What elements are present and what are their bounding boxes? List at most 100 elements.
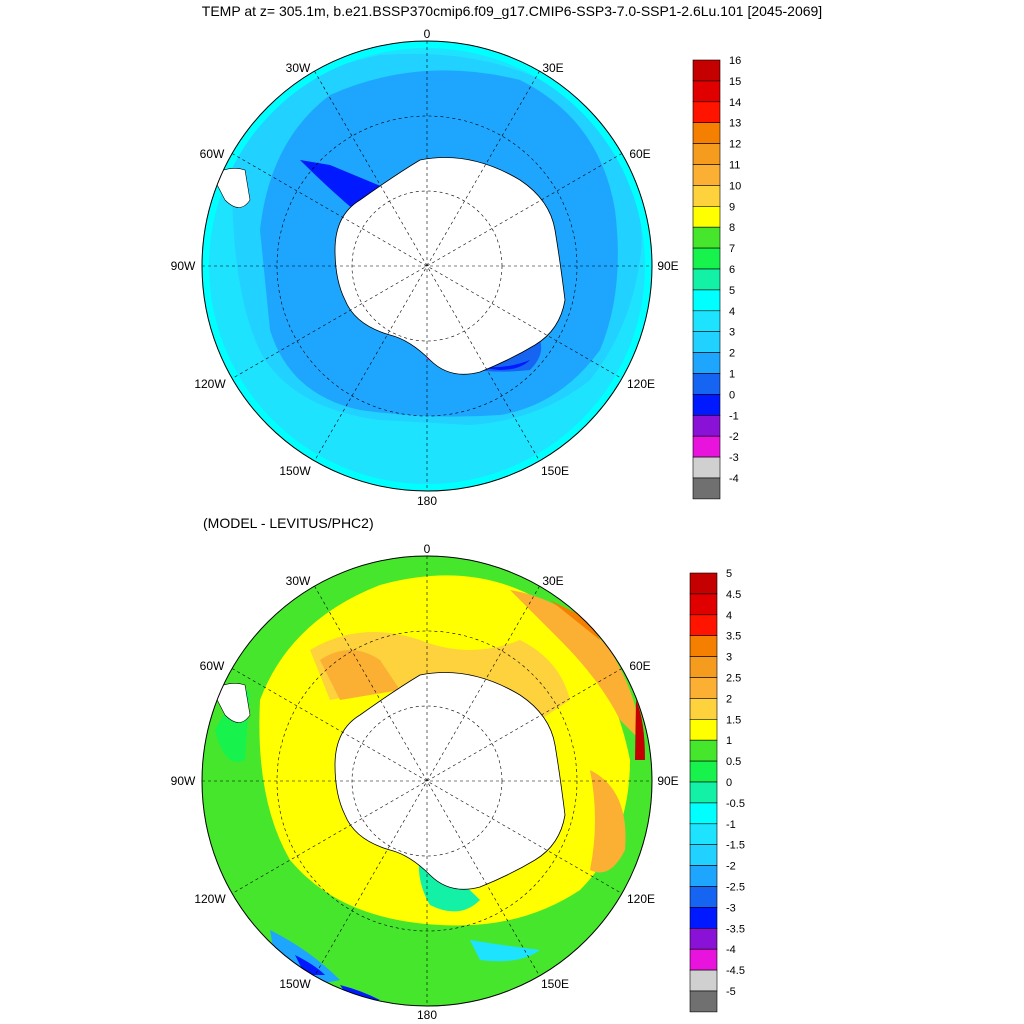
colorbar_top-swatch bbox=[692, 352, 721, 374]
colorbar_top-tick-label: -3 bbox=[729, 452, 739, 464]
colorbar_top-swatch bbox=[692, 289, 721, 312]
colorbar_top-tick-label: 10 bbox=[729, 180, 741, 192]
colorbar_bottom-swatch bbox=[689, 927, 718, 950]
colorbar_top-tick-label: 9 bbox=[729, 201, 735, 213]
bottom-colorbar: 5 4.5 4 3.5 3 2.5 2 1.5 1 0.5 0 -0.5 -1 -1.5 -2 -2.5 -3 -… bbox=[689, 568, 745, 1013]
colorbar_top-tick-label: 14 bbox=[729, 97, 741, 109]
colorbar_top-tick-label: -1 bbox=[729, 410, 739, 422]
top-lon-label-90w: 90W bbox=[171, 259, 196, 273]
difference-subtitle: (MODEL - LEVITUS/PHC2) bbox=[203, 515, 374, 531]
plot-title: TEMP at z= 305.1m, b.e21.BSSP370cmip6.f0… bbox=[201, 3, 823, 19]
colorbar_bottom-tick-label: 4.5 bbox=[726, 589, 741, 601]
colorbar_top-swatch bbox=[692, 456, 721, 479]
colorbar_bottom-tick-label: -1.5 bbox=[726, 840, 745, 852]
colorbar_bottom-tick-label: -3 bbox=[726, 902, 736, 914]
colorbar_bottom-swatch bbox=[689, 844, 718, 866]
colorbar_bottom-tick-label: 0 bbox=[726, 777, 732, 789]
colorbar_top-swatch bbox=[692, 122, 721, 144]
top-lon-label-120w: 120W bbox=[194, 377, 226, 391]
colorbar_top-swatch bbox=[692, 373, 721, 395]
colorbar_top-tick-label: 15 bbox=[729, 76, 741, 88]
top-lon-label-180: 180 bbox=[417, 494, 437, 508]
colorbar_top-swatch bbox=[692, 331, 721, 353]
colorbar_top-swatch bbox=[692, 101, 721, 124]
colorbar_bottom-swatch bbox=[689, 739, 718, 762]
bottom-lon-label-120w: 120W bbox=[194, 892, 226, 906]
colorbar_top-swatch bbox=[692, 185, 721, 207]
colorbar_top-swatch bbox=[692, 143, 721, 165]
bottom-lon-label-0: 0 bbox=[424, 542, 431, 556]
colorbar_bottom-tick-label: -1 bbox=[726, 819, 736, 831]
colorbar_top-tick-label: -2 bbox=[729, 431, 739, 443]
top-polar-map: 0 30E 60E 90E 120E 150E 180 150W 120W 90… bbox=[171, 27, 679, 508]
colorbar_bottom-tick-label: 1.5 bbox=[726, 714, 741, 726]
colorbar_top-swatch bbox=[692, 435, 721, 458]
colorbar_bottom-tick-label: -2 bbox=[726, 861, 736, 873]
bottom-lon-label-90e: 90E bbox=[657, 774, 678, 788]
colorbar_bottom-tick-label: -4 bbox=[726, 944, 736, 956]
colorbar_top-tick-label: 12 bbox=[729, 139, 741, 151]
colorbar_top-tick-label: -4 bbox=[729, 473, 739, 485]
colorbar_top-tick-label: 5 bbox=[729, 285, 735, 297]
colorbar_top-swatch bbox=[692, 164, 721, 186]
bottom-lon-label-120e: 120E bbox=[627, 892, 655, 906]
colorbar_bottom-swatch bbox=[689, 865, 718, 887]
colorbar_top-tick-label: 7 bbox=[729, 243, 735, 255]
colorbar_top-swatch bbox=[692, 310, 721, 332]
bottom-lon-label-180: 180 bbox=[417, 1008, 437, 1022]
colorbar_bottom-swatch bbox=[689, 718, 718, 741]
top-lon-label-0: 0 bbox=[424, 27, 431, 41]
colorbar_bottom-tick-label: 2.5 bbox=[726, 673, 741, 685]
colorbar_bottom-tick-label: -0.5 bbox=[726, 798, 745, 810]
colorbar_bottom-tick-label: -3.5 bbox=[726, 923, 745, 935]
colorbar_bottom-tick-label: -5 bbox=[726, 986, 736, 998]
top-lon-label-60w: 60W bbox=[200, 147, 225, 161]
top-lon-label-150e: 150E bbox=[541, 464, 569, 478]
colorbar_bottom-swatch bbox=[689, 823, 718, 845]
bottom-lon-label-30e: 30E bbox=[542, 574, 563, 588]
colorbar_bottom-swatch bbox=[689, 886, 718, 908]
colorbar_bottom-swatch bbox=[689, 969, 718, 992]
colorbar_bottom-tick-label: 1 bbox=[726, 735, 732, 747]
colorbar_bottom-swatch bbox=[689, 614, 718, 636]
top-lon-label-90e: 90E bbox=[657, 259, 678, 273]
colorbar_top-swatch bbox=[692, 477, 721, 500]
bottom-lon-label-150w: 150W bbox=[279, 977, 311, 991]
bottom-lon-label-90w: 90W bbox=[171, 774, 196, 788]
bottom-lon-label-150e: 150E bbox=[541, 977, 569, 991]
colorbar_top-swatch bbox=[692, 247, 721, 270]
colorbar_top-tick-label: 2 bbox=[729, 348, 735, 360]
colorbar_bottom-tick-label: 2 bbox=[726, 693, 732, 705]
colorbar_top-tick-label: 16 bbox=[729, 55, 741, 67]
colorbar_bottom-swatch bbox=[689, 656, 718, 678]
colorbar_top-tick-label: 1 bbox=[729, 369, 735, 381]
colorbar_bottom-tick-label: 3 bbox=[726, 652, 732, 664]
colorbar_bottom-swatch bbox=[689, 907, 718, 929]
bottom-lon-label-60e: 60E bbox=[629, 659, 650, 673]
colorbar_top-swatch bbox=[692, 394, 721, 416]
colorbar_top-tick-label: 11 bbox=[729, 160, 740, 172]
colorbar_top-tick-label: 4 bbox=[729, 306, 735, 318]
colorbar_top-tick-label: 3 bbox=[729, 327, 735, 339]
colorbar_bottom-swatch bbox=[689, 781, 718, 804]
colorbar_bottom-tick-label: -2.5 bbox=[726, 882, 745, 894]
colorbar_top-swatch bbox=[692, 206, 721, 228]
colorbar_bottom-swatch bbox=[689, 593, 718, 616]
colorbar_bottom-swatch bbox=[689, 760, 718, 783]
bottom-lon-label-30w: 30W bbox=[286, 574, 311, 588]
top-lon-label-120e: 120E bbox=[627, 377, 655, 391]
colorbar_bottom-swatch bbox=[689, 572, 718, 595]
top-lon-label-30e: 30E bbox=[542, 61, 563, 75]
colorbar_top-swatch bbox=[692, 59, 721, 82]
bottom-lon-label-60w: 60W bbox=[200, 659, 225, 673]
colorbar_bottom-swatch bbox=[689, 802, 718, 825]
bottom-polar-map: 0 30E 60E 90E 120E 150E 180 150W 120W 90… bbox=[171, 542, 679, 1022]
colorbar_bottom-tick-label: 5 bbox=[726, 568, 732, 580]
colorbar_bottom-tick-label: 0.5 bbox=[726, 756, 741, 768]
colorbar_bottom-tick-label: 3.5 bbox=[726, 631, 741, 643]
colorbar_bottom-swatch bbox=[689, 948, 718, 971]
colorbar_top-tick-label: 0 bbox=[729, 389, 735, 401]
colorbar_top-tick-label: 6 bbox=[729, 264, 735, 276]
